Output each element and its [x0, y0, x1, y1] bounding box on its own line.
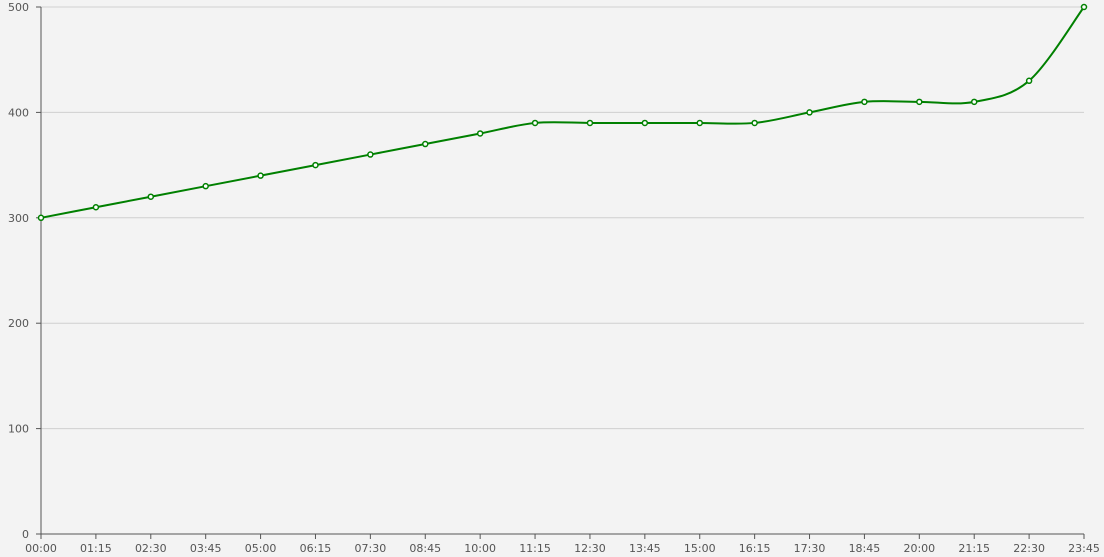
data-point[interactable]: [422, 140, 429, 148]
x-tick-label: 10:00: [464, 542, 496, 555]
x-tick-label: 16:15: [739, 542, 771, 555]
y-tick-label: 100: [8, 423, 29, 436]
data-point[interactable]: [1080, 3, 1088, 11]
data-point[interactable]: [312, 161, 319, 169]
x-tick-label: 03:45: [190, 542, 222, 555]
data-point[interactable]: [641, 119, 649, 127]
data-point[interactable]: [861, 98, 868, 106]
x-tick-label: 05:00: [245, 542, 277, 555]
data-point[interactable]: [476, 130, 484, 137]
x-tick-label: 01:15: [80, 542, 112, 555]
axis-layer: 0 100 200 300 400 500 00:00 01:15 02:30 03:45 05:0…: [8, 1, 1100, 555]
y-tick-label: 500: [8, 1, 29, 14]
y-tick-label: 400: [8, 106, 29, 119]
data-point[interactable]: [257, 172, 264, 179]
data-point[interactable]: [751, 119, 758, 127]
data-point[interactable]: [916, 98, 923, 106]
data-point[interactable]: [202, 182, 209, 190]
x-tick-label: 07:30: [355, 542, 387, 555]
y-tick-label: 0: [22, 528, 29, 541]
data-point[interactable]: [147, 193, 155, 200]
data-point[interactable]: [970, 98, 978, 106]
x-tick-label: 06:15: [300, 542, 332, 555]
marker-layer: [37, 3, 1088, 222]
data-point[interactable]: [586, 119, 594, 127]
data-point[interactable]: [696, 119, 703, 127]
x-tick-label: 21:15: [958, 542, 990, 555]
x-tick-label: 23:45: [1068, 542, 1100, 555]
x-tick-label: 17:30: [794, 542, 826, 555]
data-point[interactable]: [806, 109, 813, 116]
grid-layer: [41, 6, 1084, 430]
x-tick-label: 02:30: [135, 542, 167, 555]
x-tick-label: 12:30: [574, 542, 606, 555]
x-tick-label: 08:45: [409, 542, 441, 555]
x-tick-label: 15:00: [684, 542, 716, 555]
data-point[interactable]: [1025, 77, 1033, 85]
x-tick-label: 20:00: [903, 542, 935, 555]
y-tick-label: 200: [8, 317, 29, 330]
x-tick-label: 11:15: [519, 542, 551, 555]
data-point[interactable]: [367, 151, 374, 158]
x-tick-label: 00:00: [25, 542, 57, 555]
x-tick-label: 18:45: [849, 542, 881, 555]
data-point[interactable]: [37, 214, 45, 222]
x-tick-label: 13:45: [629, 542, 661, 555]
x-tick-label: 22:30: [1013, 542, 1045, 555]
y-tick-label: 300: [8, 212, 29, 225]
data-point[interactable]: [531, 119, 539, 127]
data-point[interactable]: [92, 204, 100, 211]
